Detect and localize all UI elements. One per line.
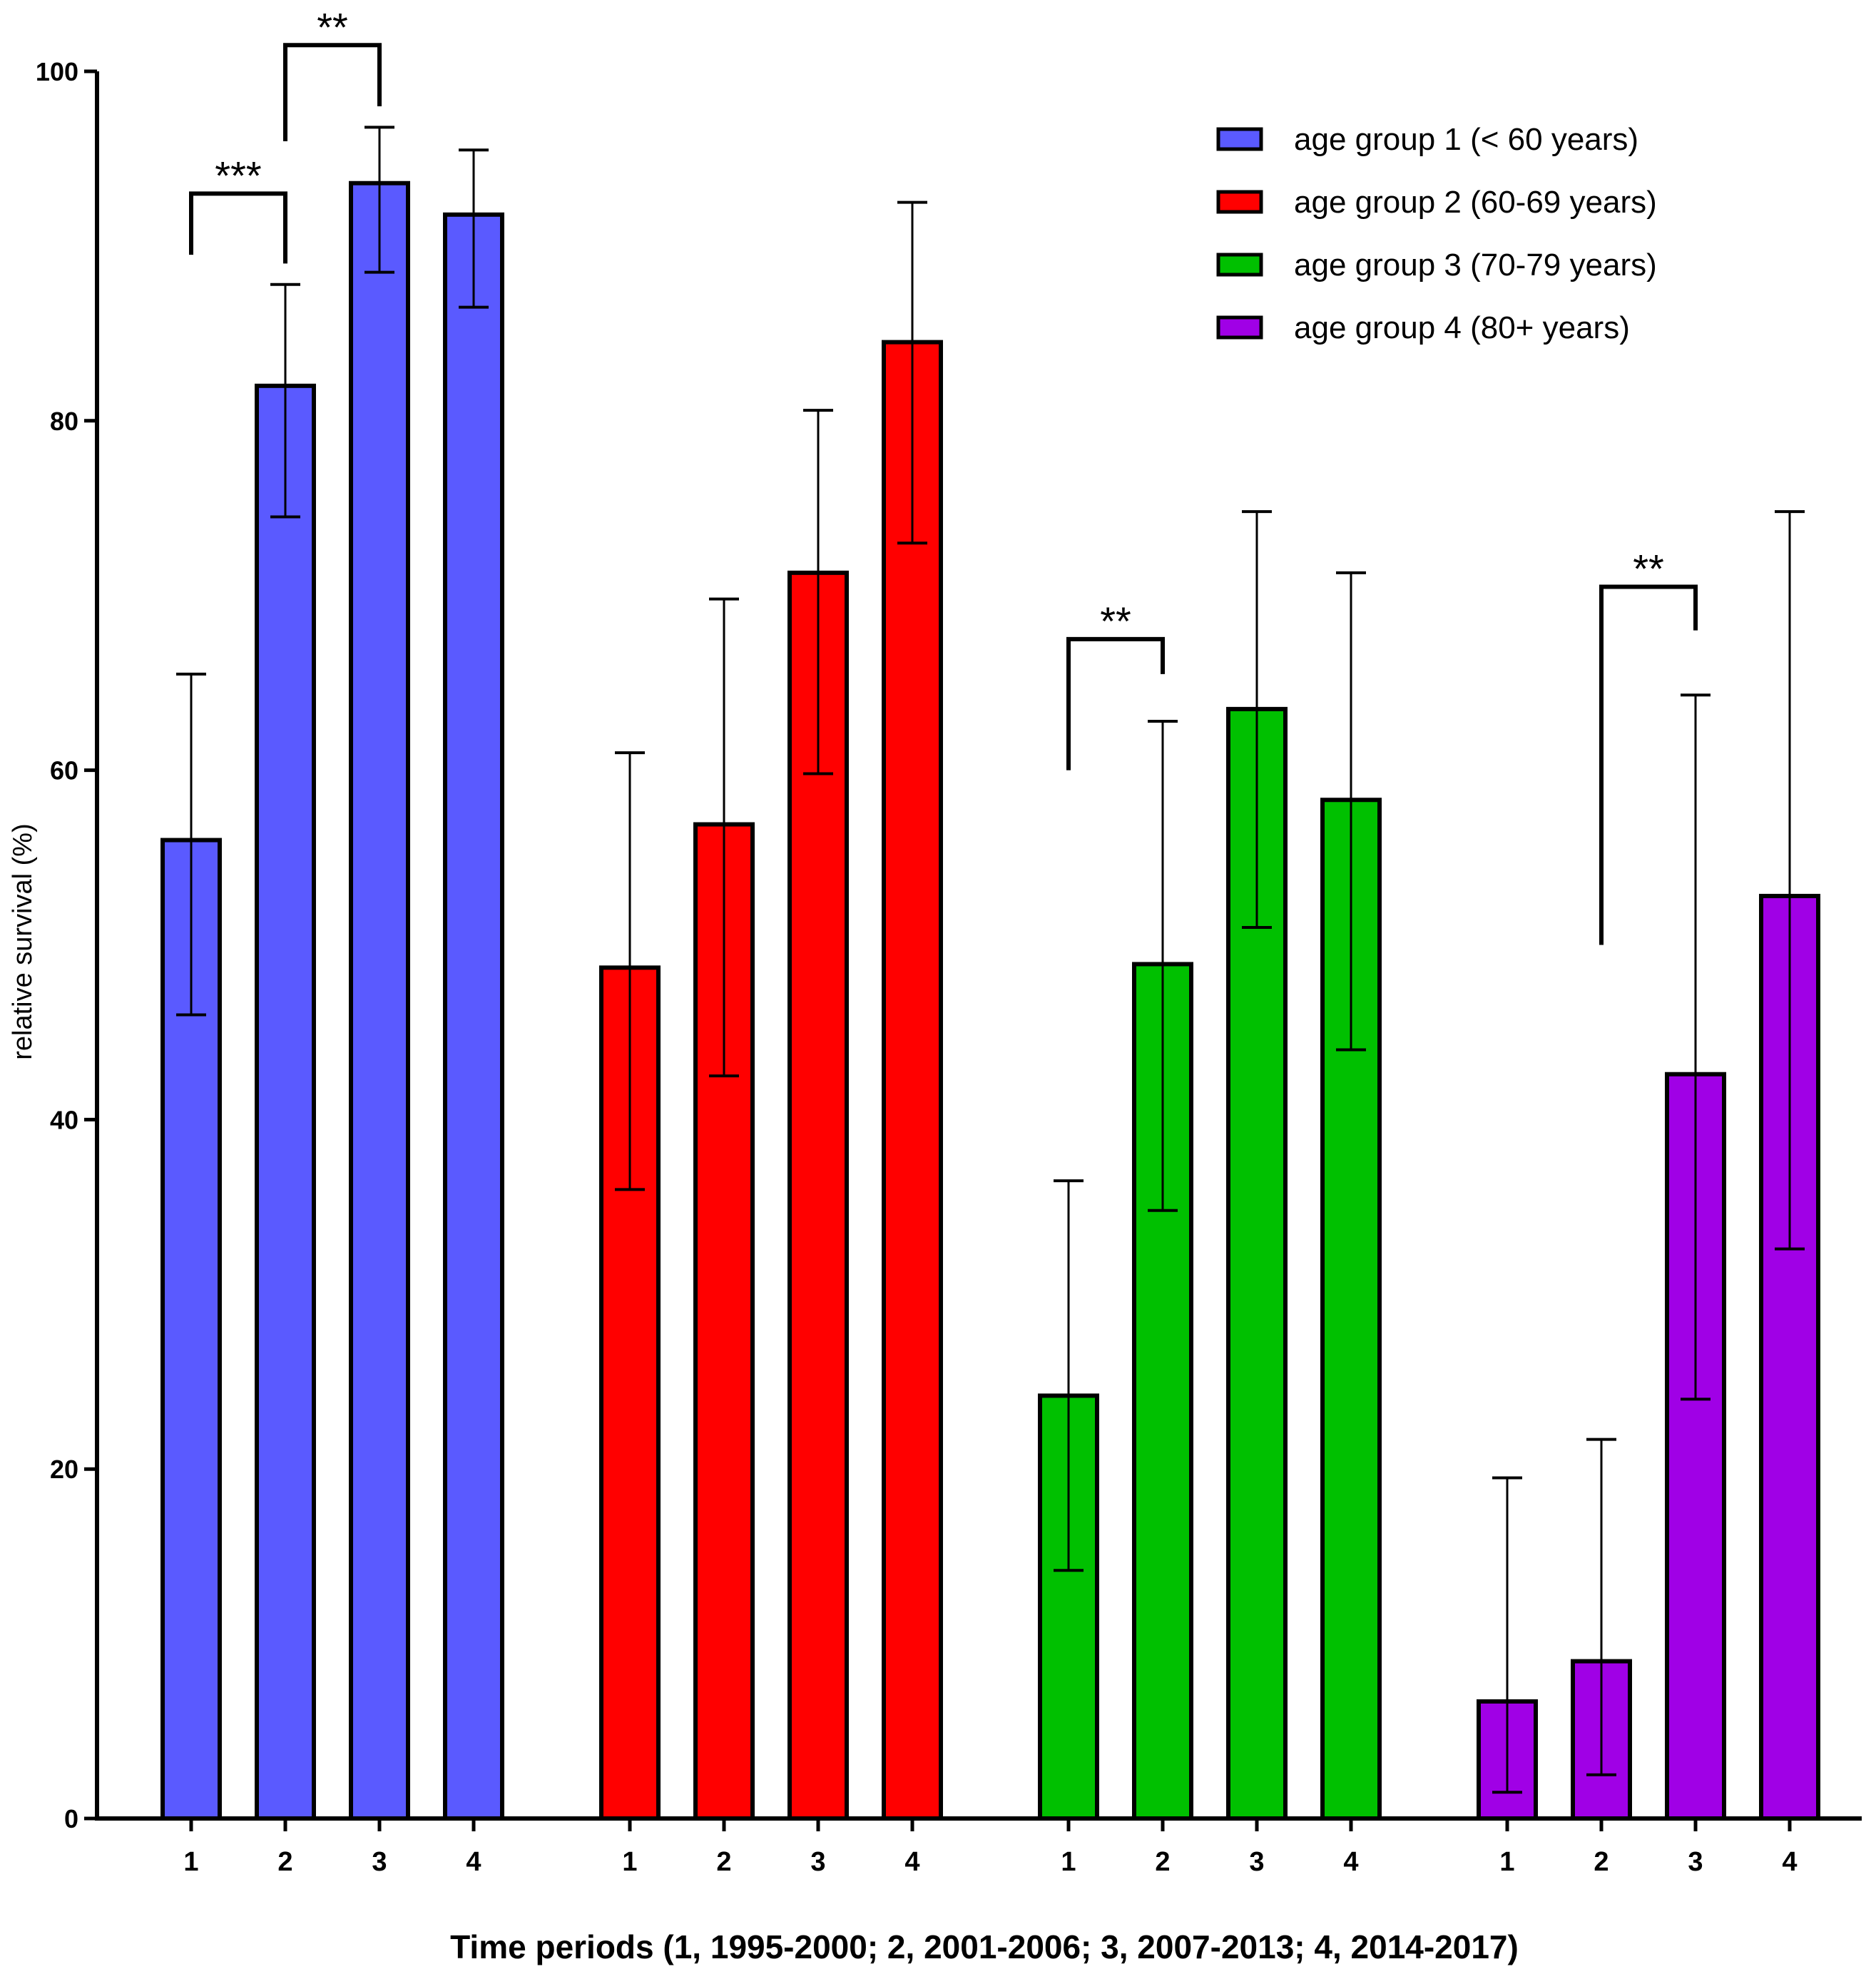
error-bar-series2-period1 [615, 751, 645, 1191]
x-tick-label: 1 [622, 1847, 637, 1877]
x-tick-label: 3 [372, 1847, 387, 1877]
legend-label: age group 1 (< 60 years) [1294, 122, 1638, 157]
x-tick-label: 2 [1155, 1847, 1170, 1877]
error-bar-series4-period2 [1586, 1438, 1616, 1776]
error-bar-series1-period4 [459, 148, 489, 309]
significance-bracket: *** [189, 153, 287, 264]
bar-series1-period2 [255, 383, 316, 1821]
error-bar-series3-period2 [1148, 720, 1178, 1212]
x-tick-label: 1 [1061, 1847, 1076, 1877]
error-bars-layer [176, 126, 1805, 1794]
annotations-layer: ********* [189, 4, 1698, 945]
x-tick-label: 1 [1499, 1847, 1514, 1877]
error-bar-series4-period1 [1492, 1476, 1522, 1794]
significance-bracket-line [283, 43, 382, 141]
legend-swatch [1216, 315, 1263, 340]
x-tick-label: 4 [1782, 1847, 1797, 1877]
legend-item-1: age group 1 (< 60 years) [1216, 122, 1638, 157]
legend-swatch [1216, 253, 1263, 277]
x-ticks-layer: 1 2 3 4 1 2 3 4 1 2 3 4 1 2 3 4 [183, 1818, 1798, 1877]
legend-item-2: age group 2 (60-69 years) [1216, 185, 1657, 220]
y-tick-label: 60 [50, 756, 78, 785]
legend-swatch [1216, 190, 1263, 214]
bar-series2-period4 [882, 340, 943, 1821]
significance-bracket: ** [1599, 546, 1698, 945]
legend: age group 1 (< 60 years) age group 2 (60-… [1216, 122, 1657, 345]
error-bar-series1-period2 [270, 283, 300, 519]
bars-layer [160, 180, 1820, 1821]
error-bar-series1-period3 [365, 126, 394, 274]
error-bar-series2-period2 [709, 597, 739, 1078]
error-bar-series2-period3 [803, 409, 833, 775]
bar-series2-period3 [787, 570, 849, 1821]
significance-bracket-line [189, 191, 287, 264]
legend-swatch [1216, 127, 1263, 151]
y-tick-label: 0 [64, 1804, 78, 1833]
error-bar-series4-period3 [1681, 693, 1711, 1401]
significance-label: ** [317, 4, 348, 49]
y-tick-label: 20 [50, 1455, 78, 1484]
significance-bracket-line [1599, 584, 1698, 945]
error-bar-series1-period1 [176, 672, 206, 1017]
y-axis-label: relative survival (%) [8, 823, 38, 1060]
significance-bracket-line [1066, 636, 1165, 770]
legend-label: age group 4 (80+ years) [1294, 310, 1630, 345]
x-tick-label: 1 [183, 1847, 198, 1877]
x-tick-label: 4 [1343, 1847, 1358, 1877]
bar-series1-period3 [349, 180, 410, 1821]
x-tick-label: 3 [1688, 1847, 1703, 1877]
significance-label: ** [1100, 599, 1131, 643]
x-tick-label: 3 [810, 1847, 825, 1877]
legend-label: age group 3 (70-79 years) [1294, 248, 1657, 283]
error-bar-series3-period1 [1054, 1179, 1084, 1572]
x-tick-label: 3 [1249, 1847, 1264, 1877]
x-tick-label: 4 [904, 1847, 919, 1877]
error-bar-series3-period3 [1242, 510, 1272, 930]
y-tick-label: 80 [50, 407, 78, 436]
x-tick-label: 2 [277, 1847, 292, 1877]
error-bar-series3-period4 [1336, 571, 1366, 1052]
legend-item-4: age group 4 (80+ years) [1216, 310, 1630, 345]
y-tick-label: 100 [36, 57, 78, 86]
legend-label: age group 2 (60-69 years) [1294, 185, 1657, 220]
legend-item-3: age group 3 (70-79 years) [1216, 248, 1657, 283]
y-tick-label: 40 [50, 1105, 78, 1134]
x-axis-label: Time periods (1, 1995-2000; 2, 2001-2006… [450, 1928, 1519, 1965]
error-bar-series4-period4 [1775, 510, 1805, 1251]
y-ticks-layer: 0 20 40 60 80 100 [36, 57, 97, 1833]
x-tick-label: 4 [466, 1847, 481, 1877]
significance-bracket: ** [283, 4, 382, 141]
bar-series1-period4 [443, 212, 504, 1821]
significance-label: *** [215, 153, 261, 198]
axes-layer [95, 71, 1862, 1821]
x-tick-label: 2 [1594, 1847, 1609, 1877]
significance-label: ** [1633, 546, 1664, 591]
error-bar-series2-period4 [897, 200, 927, 545]
x-tick-label: 2 [716, 1847, 731, 1877]
significance-bracket: ** [1066, 599, 1165, 770]
